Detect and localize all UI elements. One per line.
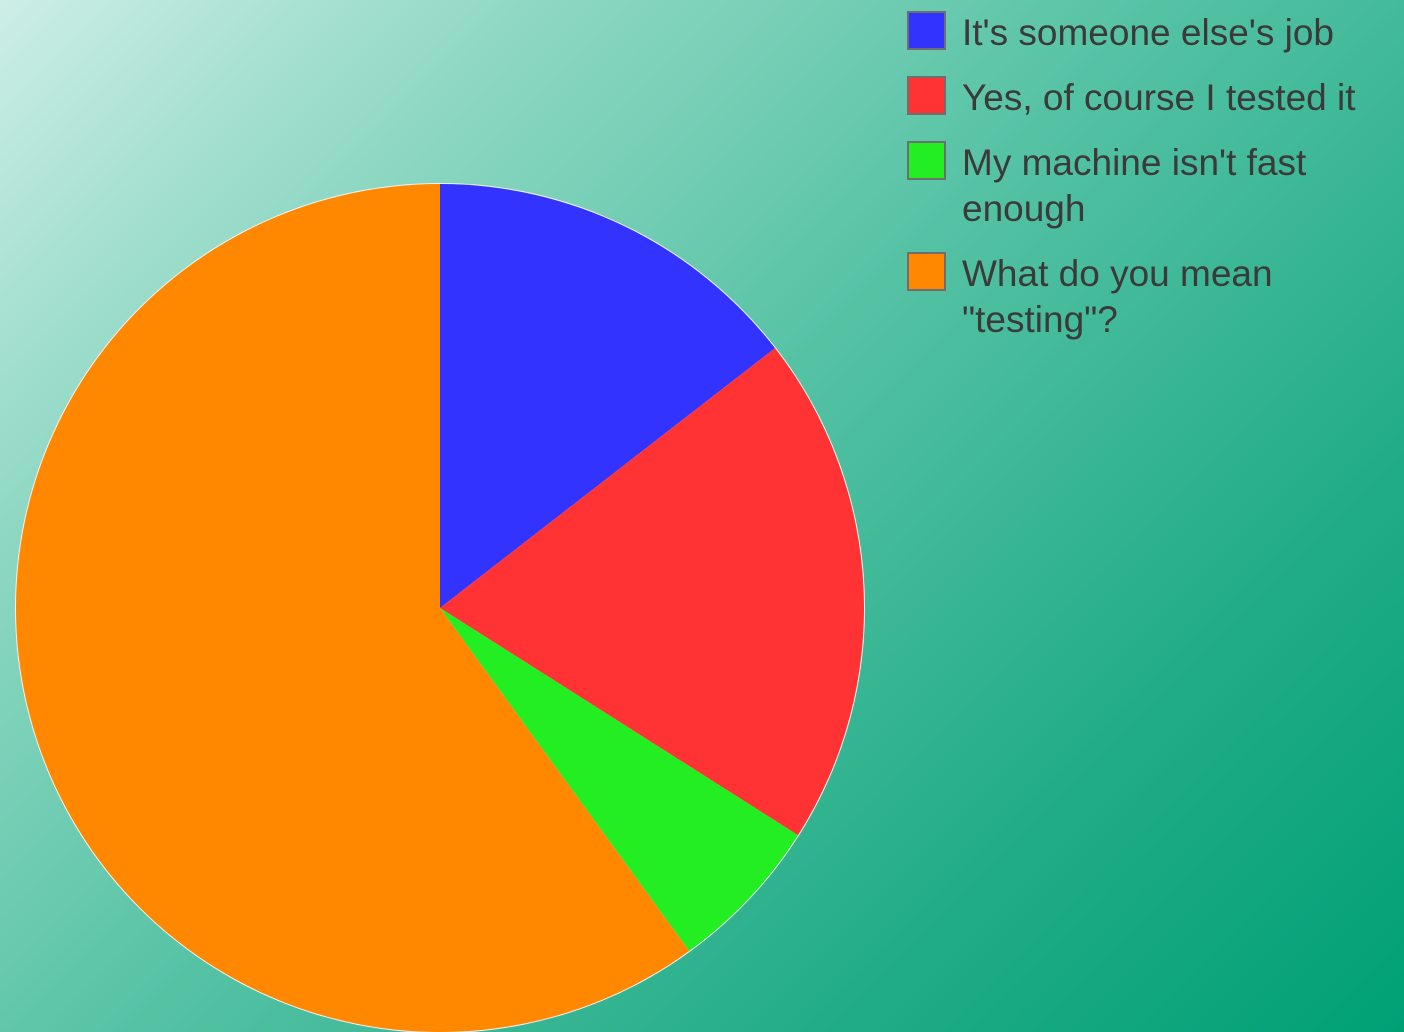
legend-item-tested-it: Yes, of course I tested it: [907, 75, 1404, 121]
pie-slice-2: [440, 608, 798, 952]
legend-label: It's someone else's job: [962, 12, 1334, 53]
chart-legend: It's someone else's job Yes, of course I…: [907, 10, 1404, 362]
legend-swatch-blue: [907, 11, 946, 50]
legend-item-someone-elses-job: It's someone else's job: [907, 10, 1404, 56]
legend-label: What do you mean "testing"?: [962, 253, 1273, 340]
legend-swatch-orange: [907, 252, 946, 291]
pie-slice-3: [15, 184, 690, 1032]
legend-swatch-red: [907, 76, 946, 115]
legend-item-machine-not-fast: My machine isn't fast enough: [907, 140, 1404, 232]
pie-slice-1: [440, 348, 865, 836]
legend-item-what-is-testing: What do you mean "testing"?: [907, 251, 1404, 343]
pie-slice-0: [440, 184, 776, 608]
legend-label: Yes, of course I tested it: [962, 77, 1356, 118]
legend-swatch-green: [907, 141, 946, 180]
legend-label: My machine isn't fast enough: [962, 142, 1307, 229]
